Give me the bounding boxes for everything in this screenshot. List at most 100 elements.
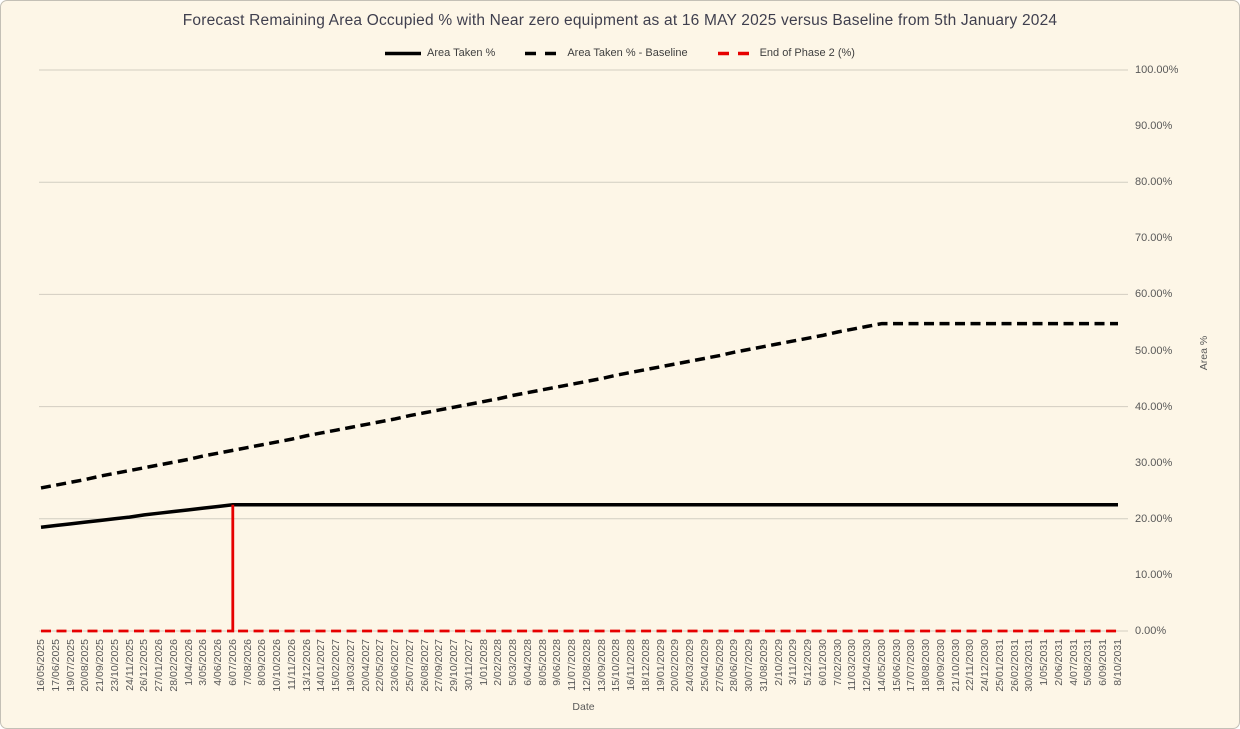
x-tick-label: 1/04/2026 — [182, 639, 195, 686]
legend-label: Area Taken % - Baseline — [567, 47, 688, 59]
legend-line-swatch — [385, 51, 422, 55]
x-tick-label: 26/02/2031 — [1008, 639, 1021, 692]
x-tick-label: 10/10/2026 — [271, 639, 284, 692]
x-tick-label: 19/07/2025 — [64, 639, 77, 692]
x-tick-label: 12/04/2030 — [861, 639, 874, 692]
x-tick-label: 30/03/2031 — [1023, 639, 1036, 692]
x-tick-label: 15/02/2027 — [330, 639, 343, 692]
x-tick-label: 21/09/2025 — [94, 639, 106, 692]
x-tick-label: 14/01/2027 — [315, 639, 328, 692]
x-tick-label: 14/05/2030 — [875, 639, 888, 692]
x-tick-label: 27/05/2029 — [713, 639, 726, 692]
y-tick-label: 70.00% — [1135, 232, 1173, 245]
x-tick-label: 13/12/2026 — [300, 639, 313, 692]
series-line-area-taken-baseline — [40, 321, 1118, 490]
x-tick-label: 24/11/2025 — [123, 639, 136, 691]
x-tick-label: 18/08/2030 — [920, 639, 933, 692]
x-tick-label: 22/11/2030 — [964, 639, 977, 691]
x-tick-label: 20/04/2027 — [359, 639, 372, 692]
x-tick-label: 26/08/2027 — [418, 639, 431, 692]
x-tick-label: 7/08/2026 — [241, 639, 254, 686]
y-tick-label: 50.00% — [1135, 344, 1173, 357]
series-line-end-of-phase-2 — [41, 504, 1118, 633]
y-tick-label: 60.00% — [1135, 288, 1173, 301]
y-tick-label: 90.00% — [1135, 120, 1173, 133]
y-tick-label: 10.00% — [1135, 568, 1173, 581]
chart-title: Forecast Remaining Area Occupied % with … — [182, 12, 1058, 29]
y-tick-label: 20.00% — [1135, 512, 1173, 525]
x-tick-label: 5/03/2028 — [507, 639, 520, 686]
y-tick-label: 100.00% — [1135, 64, 1179, 76]
x-tick-label: 25/01/2031 — [993, 639, 1006, 692]
x-tick-label: 18/12/2028 — [639, 639, 652, 692]
x-tick-label: 25/07/2027 — [403, 639, 416, 692]
x-tick-label: 12/08/2028 — [580, 639, 593, 692]
legend-line-swatch — [525, 51, 562, 55]
chart-legend: Area Taken % Area Taken % - Baseline End o… — [1, 47, 1239, 59]
x-tick-label: 2/10/2029 — [772, 639, 785, 686]
x-tick-label: 19/01/2029 — [654, 639, 667, 692]
x-tick-label: 4/07/2031 — [1067, 639, 1080, 686]
x-tick-label: 13/09/2028 — [595, 639, 608, 692]
x-axis-title: Date — [572, 701, 595, 713]
x-tick-label: 6/04/2028 — [521, 639, 534, 686]
x-tick-label: 8/10/2031 — [1112, 639, 1124, 686]
x-tick-label: 11/07/2028 — [566, 639, 579, 691]
x-tick-label: 15/06/2030 — [890, 639, 903, 692]
x-tick-label: 27/01/2026 — [153, 639, 166, 692]
y-tick-label: 40.00% — [1135, 400, 1173, 413]
x-tick-label: 30/07/2029 — [743, 639, 756, 692]
x-tick-label: 7/02/2030 — [831, 639, 844, 686]
x-tick-label: 6/01/2030 — [816, 639, 829, 686]
x-tick-label: 24/03/2029 — [684, 639, 697, 692]
x-tick-label: 23/10/2025 — [108, 639, 121, 692]
x-tick-label: 1/05/2031 — [1038, 639, 1051, 686]
y-axis-title: Area % — [1198, 335, 1210, 371]
x-tick-label: 5/12/2029 — [802, 639, 815, 686]
x-tick-label: 2/06/2031 — [1052, 639, 1065, 686]
x-tick-label: 31/08/2029 — [757, 639, 770, 692]
legend-item: End of Phase 2 (%) — [717, 47, 855, 59]
x-tick-label: 2/02/2028 — [492, 639, 505, 686]
x-tick-label: 1/01/2028 — [477, 639, 490, 686]
x-tick-label: 8/05/2028 — [536, 639, 549, 686]
x-tick-label: 11/03/2030 — [846, 639, 859, 691]
x-tick-label: 3/11/2029 — [787, 639, 800, 685]
x-tick-label: 17/06/2025 — [49, 639, 62, 692]
x-tick-label: 20/08/2025 — [79, 639, 92, 692]
x-tick-label: 23/06/2027 — [389, 639, 402, 692]
x-tick-label: 16/11/2028 — [625, 639, 638, 691]
series-line-area-taken — [40, 503, 1118, 529]
x-tick-label: 28/06/2029 — [728, 639, 741, 692]
y-tick-label: 80.00% — [1135, 176, 1173, 189]
x-tick-label: 4/06/2026 — [212, 639, 225, 686]
legend-label: End of Phase 2 (%) — [759, 47, 855, 59]
x-tick-label: 22/05/2027 — [374, 639, 387, 692]
x-tick-label: 30/11/2027 — [462, 639, 475, 691]
x-tick-label: 28/02/2026 — [167, 639, 180, 692]
x-tick-label: 29/10/2027 — [448, 639, 461, 692]
legend-item: Area Taken % - Baseline — [525, 47, 688, 59]
y-tick-label: 30.00% — [1135, 456, 1173, 469]
x-tick-label: 11/11/2026 — [285, 639, 298, 690]
x-tick-label: 27/09/2027 — [433, 639, 446, 692]
x-tick-label: 16/05/2025 — [35, 639, 47, 692]
x-tick-label: 6/07/2026 — [226, 639, 239, 686]
x-tick-label: 19/09/2030 — [934, 639, 947, 692]
x-tick-label: 8/09/2026 — [256, 639, 269, 686]
x-tick-label: 25/04/2029 — [698, 639, 711, 692]
legend-label: Area Taken % — [427, 47, 496, 59]
x-tick-label: 17/07/2030 — [905, 639, 918, 692]
x-tick-label: 9/06/2028 — [551, 639, 564, 686]
x-tick-label: 24/12/2030 — [979, 639, 992, 692]
y-tick-label: 0.00% — [1135, 625, 1167, 637]
x-tick-label: 5/08/2031 — [1082, 639, 1095, 686]
x-tick-label: 21/10/2030 — [949, 639, 962, 692]
x-tick-label: 19/03/2027 — [344, 639, 357, 692]
x-tick-label: 15/10/2028 — [610, 639, 623, 692]
legend-line-swatch — [717, 51, 754, 55]
legend-item: Area Taken % — [385, 47, 495, 59]
x-tick-label: 3/05/2026 — [197, 639, 210, 686]
